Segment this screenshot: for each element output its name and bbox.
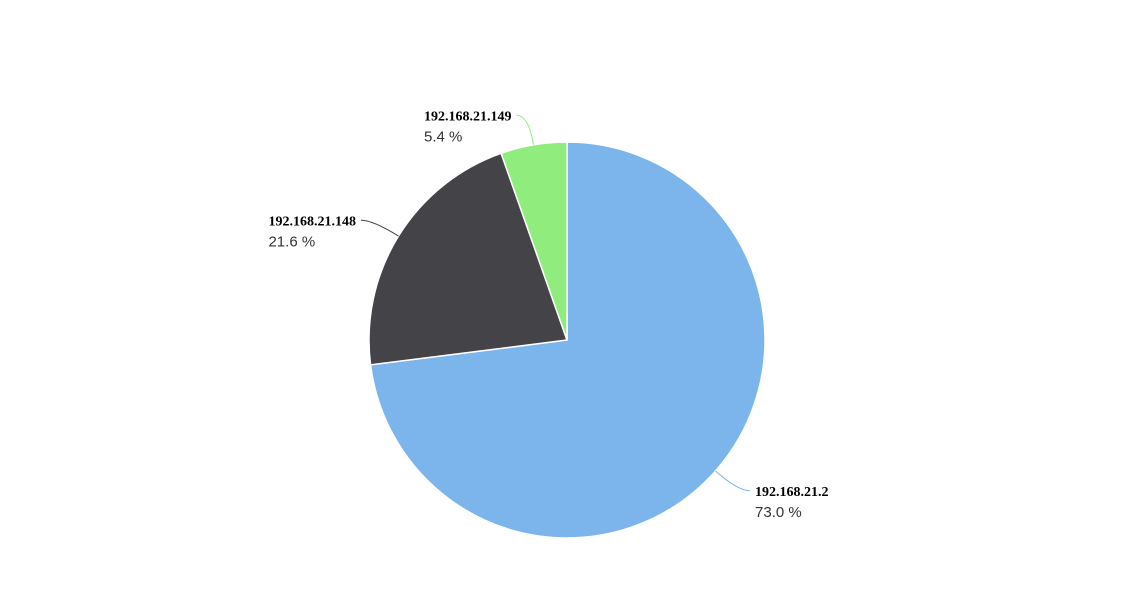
value-label: 21.6 % <box>268 233 315 250</box>
pie-slice <box>500 141 568 341</box>
connector <box>360 219 399 237</box>
value-label: 5.4 % <box>424 128 462 145</box>
slice-label: 192.168.21.2 <box>755 485 829 500</box>
slice-label: 192.168.21.149 <box>424 109 512 124</box>
pie-slice <box>368 152 569 366</box>
connector <box>715 470 751 492</box>
slice-label: 192.168.21.148 <box>268 214 356 229</box>
value-label: 73.0 % <box>755 504 802 521</box>
connector <box>516 114 535 145</box>
